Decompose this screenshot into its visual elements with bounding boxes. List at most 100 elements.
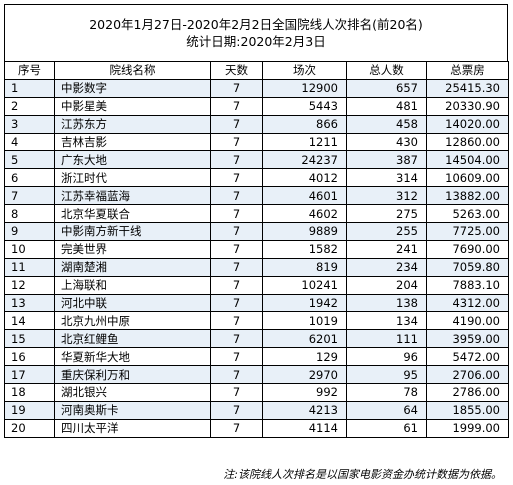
col-header-people: 总人数 [346, 61, 427, 80]
cell-rank: 20 [4, 418, 55, 438]
cell-box-office: 4312.00 [426, 293, 509, 313]
cell-people: 134 [346, 311, 427, 331]
col-header-rank: 序号 [4, 61, 55, 80]
cell-people: 481 [346, 96, 427, 116]
cell-box-office: 3959.00 [426, 329, 509, 349]
cell-people: 312 [346, 186, 427, 206]
cell-cinema-chain: 中影南方新干线 [54, 222, 211, 241]
table-row: 17 重庆保利万和 7 2970 95 2706.00 [4, 365, 509, 385]
col-header-days: 天数 [210, 61, 263, 80]
ranking-table: 序号 院线名称 天数 场次 总人数 总票房 1 中影数字 7 12900 657 2541… [4, 61, 509, 438]
statistics-date: 统计日期:2020年2月3日 [186, 34, 326, 49]
cell-days: 7 [210, 257, 263, 277]
cell-rank: 13 [4, 293, 55, 313]
cell-cinema-chain: 湖南楚湘 [54, 257, 211, 277]
cell-shows: 819 [262, 257, 347, 277]
cell-days: 7 [210, 204, 263, 224]
cell-rank: 12 [4, 275, 55, 295]
cell-people: 657 [346, 78, 427, 98]
cell-cinema-chain: 河南奥斯卡 [54, 400, 211, 420]
cell-days: 7 [210, 114, 263, 134]
cell-rank: 19 [4, 400, 55, 420]
cell-rank: 5 [4, 150, 55, 170]
table-row: 1 中影数字 7 12900 657 25415.30 [4, 78, 509, 98]
cell-days: 7 [210, 150, 263, 170]
cell-shows: 4601 [262, 186, 347, 206]
cell-shows: 866 [262, 114, 347, 134]
cell-cinema-chain: 浙江时代 [54, 168, 211, 188]
cell-days: 7 [210, 347, 263, 367]
cell-days: 7 [210, 239, 263, 259]
table-row: 19 河南奥斯卡 7 4213 64 1855.00 [4, 400, 509, 420]
cell-days: 7 [210, 186, 263, 206]
table-row: 8 北京华夏联合 7 4602 275 5263.00 [4, 204, 509, 224]
cell-shows: 5443 [262, 96, 347, 116]
cell-rank: 17 [4, 365, 55, 385]
cell-box-office: 2786.00 [426, 383, 509, 402]
cell-people: 458 [346, 114, 427, 134]
cell-box-office: 20330.90 [426, 96, 509, 116]
cell-box-office: 7883.10 [426, 275, 509, 295]
cell-days: 7 [210, 275, 263, 295]
report-title: 2020年1月27日-2020年2月2日全国院线人次排名(前20名) [89, 17, 423, 32]
cell-shows: 2970 [262, 365, 347, 385]
cell-rank: 2 [4, 96, 55, 116]
cell-rank: 14 [4, 311, 55, 331]
cell-shows: 9889 [262, 222, 347, 241]
cell-cinema-chain: 广东大地 [54, 150, 211, 170]
table-row: 10 完美世界 7 1582 241 7690.00 [4, 239, 509, 259]
cell-cinema-chain: 北京红鲤鱼 [54, 329, 211, 349]
ranking-sheet: 2020年1月27日-2020年2月2日全国院线人次排名(前20名) 统计日期:… [4, 4, 509, 481]
cell-rank: 10 [4, 239, 55, 259]
cell-days: 7 [210, 96, 263, 116]
cell-rank: 15 [4, 329, 55, 349]
cell-people: 61 [346, 418, 427, 438]
cell-shows: 12900 [262, 78, 347, 98]
cell-shows: 1942 [262, 293, 347, 313]
cell-people: 234 [346, 257, 427, 277]
cell-rank: 9 [4, 222, 55, 241]
table-row: 4 吉林吉影 7 1211 430 12860.00 [4, 132, 509, 152]
cell-people: 255 [346, 222, 427, 241]
cell-shows: 4602 [262, 204, 347, 224]
cell-box-office: 7059.80 [426, 257, 509, 277]
cell-box-office: 7725.00 [426, 222, 509, 241]
cell-shows: 4114 [262, 418, 347, 438]
cell-box-office: 14020.00 [426, 114, 509, 134]
cell-people: 387 [346, 150, 427, 170]
cell-days: 7 [210, 329, 263, 349]
table-row: 14 北京九州中原 7 1019 134 4190.00 [4, 311, 509, 331]
cell-days: 7 [210, 400, 263, 420]
table-row: 12 上海联和 7 10241 204 7883.10 [4, 275, 509, 295]
cell-people: 96 [346, 347, 427, 367]
table-row: 18 湖北银兴 7 992 78 2786.00 [4, 383, 509, 402]
cell-people: 95 [346, 365, 427, 385]
cell-people: 314 [346, 168, 427, 188]
table-row: 9 中影南方新干线 7 9889 255 7725.00 [4, 222, 509, 241]
cell-shows: 129 [262, 347, 347, 367]
cell-cinema-chain: 上海联和 [54, 275, 211, 295]
cell-rank: 4 [4, 132, 55, 152]
cell-box-office: 5472.00 [426, 347, 509, 367]
cell-cinema-chain: 北京华夏联合 [54, 204, 211, 224]
cell-cinema-chain: 江苏幸福蓝海 [54, 186, 211, 206]
cell-box-office: 1855.00 [426, 400, 509, 420]
footnote: 注:该院线人次排名是以国家电影资金办统计数据为依据。 [223, 468, 502, 481]
cell-box-office: 13882.00 [426, 186, 509, 206]
cell-rank: 16 [4, 347, 55, 367]
cell-box-office: 5263.00 [426, 204, 509, 224]
cell-box-office: 7690.00 [426, 239, 509, 259]
cell-people: 204 [346, 275, 427, 295]
cell-shows: 992 [262, 383, 347, 402]
cell-rank: 3 [4, 114, 55, 134]
cell-days: 7 [210, 293, 263, 313]
cell-days: 7 [210, 383, 263, 402]
cell-cinema-chain: 中影数字 [54, 78, 211, 98]
cell-people: 138 [346, 293, 427, 313]
cell-box-office: 10609.00 [426, 168, 509, 188]
cell-cinema-chain: 北京九州中原 [54, 311, 211, 331]
cell-box-office: 25415.30 [426, 78, 509, 98]
cell-cinema-chain: 重庆保利万和 [54, 365, 211, 385]
col-header-shows: 场次 [262, 61, 347, 80]
cell-cinema-chain: 华夏新华大地 [54, 347, 211, 367]
